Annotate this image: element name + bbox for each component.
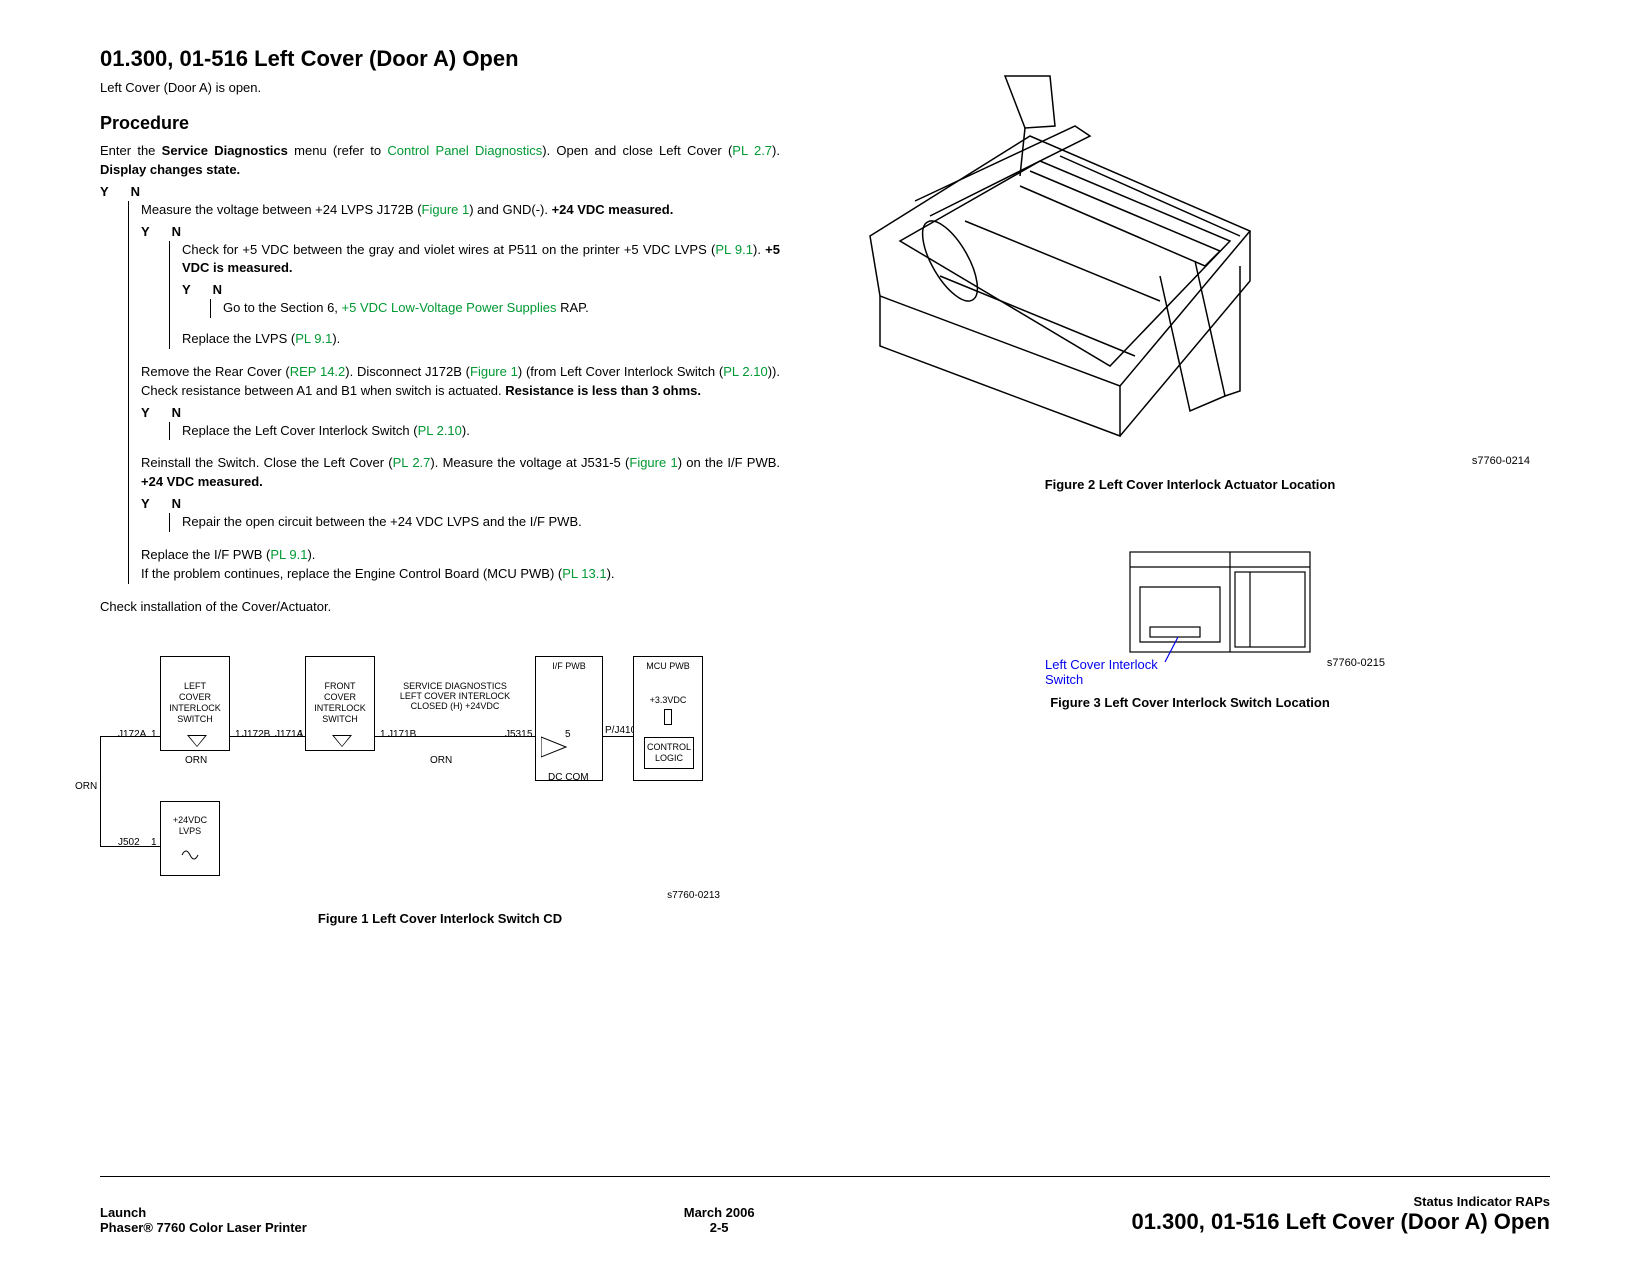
fig1-id: s7760-0213 — [667, 890, 720, 901]
link-5vdc-rap[interactable]: +5 VDC Low-Voltage Power Supplies — [342, 300, 557, 315]
footer-page: 2-5 — [710, 1220, 729, 1235]
link-pl-2-7[interactable]: PL 2.7 — [732, 143, 772, 158]
figure-1-diagram: LEFT COVER INTERLOCK SWITCH J172A 1 1 J1… — [100, 641, 720, 901]
block-l2: Check for +5 VDC between the gray and vi… — [169, 241, 780, 349]
block-l1: Measure the voltage between +24 LVPS J17… — [128, 201, 780, 584]
box-left-cover-switch: LEFT COVER INTERLOCK SWITCH — [160, 656, 230, 751]
box-24vdc-lvps: +24VDC LVPS — [160, 801, 220, 876]
block-l2c: Repair the open circuit between the +24 … — [169, 513, 780, 532]
check-installation: Check installation of the Cover/Actuator… — [100, 598, 780, 617]
page-footer: Launch Phaser® 7760 Color Laser Printer … — [100, 1194, 1550, 1235]
link-pl-2-7-b[interactable]: PL 2.7 — [393, 455, 431, 470]
footer-title: 01.300, 01-516 Left Cover (Door A) Open — [1131, 1209, 1550, 1235]
link-pl-2-10-a[interactable]: PL 2.10 — [723, 364, 767, 379]
page-title: 01.300, 01-516 Left Cover (Door A) Open — [100, 46, 780, 72]
figure-2-caption: Figure 2 Left Cover Interlock Actuator L… — [830, 477, 1550, 492]
footer-section: Status Indicator RAPs — [1413, 1194, 1550, 1209]
figure-3-drawing — [1110, 532, 1330, 672]
yn-level0: YN — [100, 184, 780, 199]
link-pl-9-1-c[interactable]: PL 9.1 — [270, 547, 307, 562]
box-mcu-pwb: MCU PWB +3.3VDC CONTROL LOGIC — [633, 656, 703, 781]
footer-date: March 2006 — [684, 1205, 755, 1220]
footer-product: Phaser® 7760 Color Laser Printer — [100, 1220, 307, 1235]
box-front-cover-switch: FRONT COVER INTERLOCK SWITCH — [305, 656, 375, 751]
figure-2-drawing — [830, 66, 1260, 446]
box-if-pwb: I/F PWB DC COM — [535, 656, 603, 781]
link-pl-9-1-a[interactable]: PL 9.1 — [715, 242, 753, 257]
figure-3: Left Cover Interlock Switch s7760-0215 F… — [830, 532, 1550, 710]
page-subtitle: Left Cover (Door A) is open. — [100, 80, 780, 95]
figure-3-caption: Figure 3 Left Cover Interlock Switch Loc… — [830, 695, 1550, 710]
link-fig1-c[interactable]: Figure 1 — [629, 455, 677, 470]
link-fig1-b[interactable]: Figure 1 — [470, 364, 518, 379]
figure-2: s7760-0214 Figure 2 Left Cover Interlock… — [830, 66, 1550, 492]
link-rep-14-2[interactable]: REP 14.2 — [290, 364, 346, 379]
link-pl-2-10-b[interactable]: PL 2.10 — [418, 423, 462, 438]
block-l3: Go to the Section 6, +5 VDC Low-Voltage … — [210, 299, 780, 318]
fig2-id: s7760-0214 — [830, 455, 1530, 467]
procedure-intro: Enter the Service Diagnostics menu (refe… — [100, 142, 780, 180]
fig3-callout: Left Cover Interlock Switch — [1045, 657, 1185, 687]
fig3-id: s7760-0215 — [1327, 657, 1385, 669]
link-control-panel-diag[interactable]: Control Panel Diagnostics — [387, 143, 542, 158]
footer-launch[interactable]: Launch — [100, 1205, 146, 1220]
block-l2b: Replace the Left Cover Interlock Switch … — [169, 422, 780, 441]
link-pl-9-1-b[interactable]: PL 9.1 — [295, 331, 332, 346]
procedure-heading: Procedure — [100, 113, 780, 134]
link-pl-13-1[interactable]: PL 13.1 — [562, 566, 606, 581]
link-fig1-a[interactable]: Figure 1 — [422, 202, 470, 217]
figure-1-caption: Figure 1 Left Cover Interlock Switch CD — [100, 911, 780, 926]
footer-rule — [100, 1176, 1550, 1177]
